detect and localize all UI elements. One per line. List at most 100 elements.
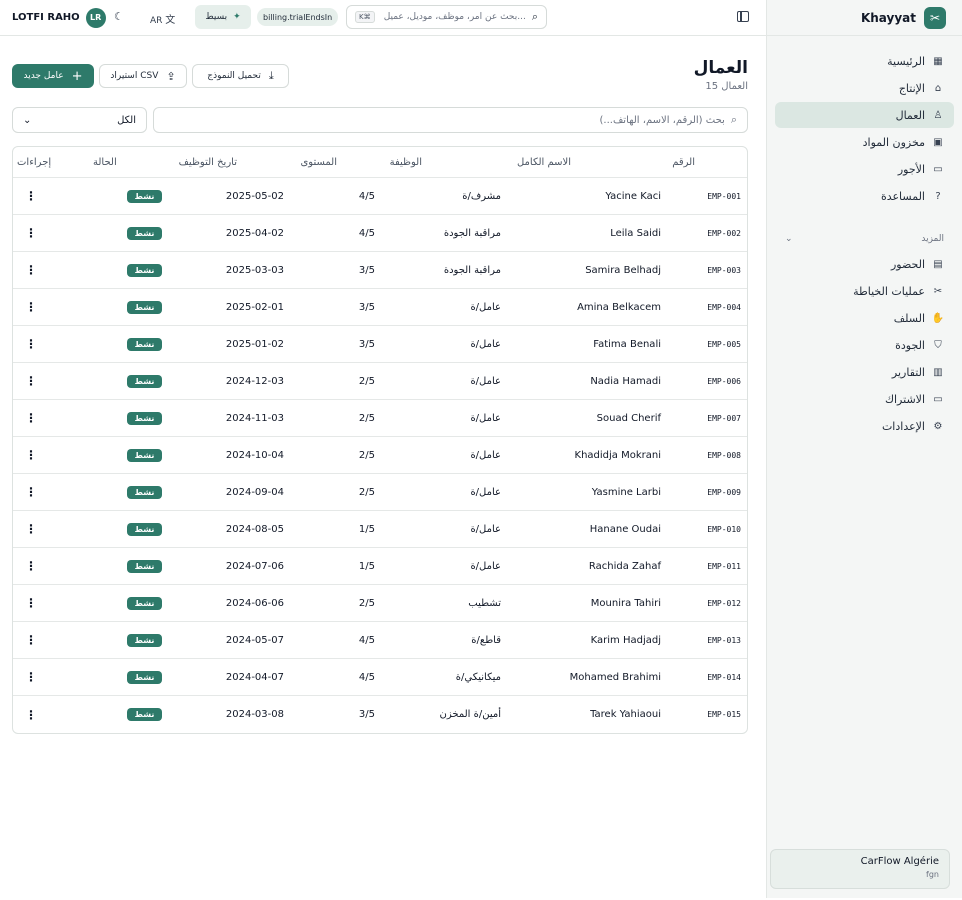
row-actions-button[interactable]: ⋮: [25, 585, 37, 621]
table-row[interactable]: EMP-012 Mounira Tahiri تشطيب 2/5 2024-06-06 ن…: [13, 585, 747, 622]
table-row[interactable]: EMP-005 Fatima Benali عامل/ة 3/5 2025-01-02 ن…: [13, 326, 747, 363]
cell-job: عامل/ة: [470, 375, 501, 387]
hand-coins-icon: ✋: [931, 312, 945, 324]
global-search[interactable]: K⌘ بحث عن أمر، موظف، موديل، عميل... ⌕: [346, 5, 547, 29]
sidebar-item[interactable]: الحضور ▤: [775, 251, 954, 277]
row-actions-button[interactable]: ⋮: [25, 252, 37, 288]
row-actions-button[interactable]: ⋮: [25, 363, 37, 399]
sidebar-item[interactable]: مخزون المواد ▣: [775, 129, 954, 155]
status-badge: نشط: [127, 522, 162, 536]
cell-hire-date: 2025-03-03: [225, 264, 284, 276]
cell-status: نشط: [127, 178, 162, 214]
table-row[interactable]: EMP-008 Khadidja Mokrani عامل/ة 2/5 2024-10-…: [13, 437, 747, 474]
cell-name: Nadia Hamadi: [590, 375, 661, 387]
table-row[interactable]: EMP-003 Samira Belhadj مراقبة الجودة 3/5 202…: [13, 252, 747, 289]
sparkles-icon: ✦: [233, 12, 241, 22]
row-actions-button[interactable]: ⋮: [25, 622, 37, 658]
table-row[interactable]: EMP-009 Yasmine Larbi عامل/ة 2/5 2024-09-04 ن…: [13, 474, 747, 511]
table-row[interactable]: EMP-004 Amina Belkacem عامل/ة 3/5 2025-02-01…: [13, 289, 747, 326]
cell-status: نشط: [127, 548, 162, 584]
cell-status: نشط: [127, 474, 162, 510]
cell-id: EMP-010: [707, 524, 741, 534]
status-badge: نشط: [127, 337, 162, 351]
table-row[interactable]: EMP-013 Karim Hadjadj قاطع/ة 4/5 2024-05-07 ن…: [13, 622, 747, 659]
language-switcher[interactable]: AR 文: [150, 11, 175, 26]
new-worker-button[interactable]: عامل جديد +: [12, 64, 94, 88]
sidebar-toggle-icon[interactable]: [737, 11, 749, 22]
sidebar-item[interactable]: الاشتراك ▭: [775, 386, 954, 412]
sidebar-item[interactable]: التقارير ▥: [775, 359, 954, 385]
row-actions-button[interactable]: ⋮: [25, 289, 37, 325]
download-template-button[interactable]: تحميل النموذج ⤓: [192, 64, 289, 88]
table-row[interactable]: EMP-014 Mohamed Brahimi ميكانيكي/ة 4/5 2024-…: [13, 659, 747, 696]
cell-id: EMP-011: [707, 561, 741, 571]
row-actions-button[interactable]: ⋮: [25, 659, 37, 695]
table-row[interactable]: EMP-007 Souad Cherif عامل/ة 2/5 2024-11-03 نش…: [13, 400, 747, 437]
more-section-toggle[interactable]: ⌄ المزيد: [767, 231, 962, 247]
user-menu[interactable]: LOTFI RAHO LR: [12, 7, 106, 28]
header-name[interactable]: الاسم الكامل: [516, 156, 571, 168]
sidebar-item[interactable]: السلف ✋: [775, 305, 954, 331]
table-row[interactable]: EMP-010 Hanane Oudai عامل/ة 1/5 2024-08-05 نش…: [13, 511, 747, 548]
sidebar-item[interactable]: الأجور ▭: [775, 156, 954, 182]
table-row[interactable]: EMP-011 Rachida Zahaf عامل/ة 1/5 2024-07-06 ن…: [13, 548, 747, 585]
sidebar-item[interactable]: الرئيسية ▦: [775, 48, 954, 74]
scissors-logo-icon: ✂: [924, 6, 946, 29]
row-actions-button[interactable]: ⋮: [25, 178, 37, 214]
more-vertical-icon: ⋮: [25, 226, 37, 240]
moon-icon[interactable]: ☾: [114, 10, 124, 23]
status-filter[interactable]: ⌄ الكل: [12, 107, 147, 133]
more-vertical-icon: ⋮: [25, 633, 37, 647]
row-actions-button[interactable]: ⋮: [25, 400, 37, 436]
organization-switcher[interactable]: CarFlow Algérie fgn: [770, 849, 950, 889]
cell-job: عامل/ة: [470, 486, 501, 498]
cell-job: عامل/ة: [470, 412, 501, 424]
cell-status: نشط: [127, 400, 162, 436]
cell-id: EMP-006: [707, 376, 741, 386]
more-vertical-icon: ⋮: [25, 596, 37, 610]
table-row[interactable]: EMP-002 Leila Saidi مراقبة الجودة 4/5 2025-0…: [13, 215, 747, 252]
cell-status: نشط: [127, 252, 162, 288]
org-sub: fgn: [926, 870, 939, 879]
sidebar-item-label: الحضور: [890, 257, 925, 271]
row-actions-button[interactable]: ⋮: [25, 326, 37, 362]
cell-hire-date: 2024-03-08: [225, 709, 284, 720]
workers-table: الرقم الاسم الكامل الوظيفة المستوى تاريخ…: [12, 146, 748, 734]
header-id[interactable]: الرقم: [672, 156, 695, 168]
table-row[interactable]: EMP-001 Yacine Kaci مشرف/ة 4/5 2025-05-02 نشط…: [13, 178, 747, 215]
sidebar-item[interactable]: الجودة ⛉: [775, 332, 954, 358]
table-row[interactable]: EMP-006 Nadia Hamadi عامل/ة 2/5 2024-12-03 نش…: [13, 363, 747, 400]
sidebar-item[interactable]: العمال ♙: [775, 102, 954, 128]
row-actions-button[interactable]: ⋮: [25, 696, 37, 733]
header-status[interactable]: الحالة: [93, 156, 117, 168]
status-badge: نشط: [127, 448, 162, 462]
sidebar-item[interactable]: عمليات الخياطة ✂: [775, 278, 954, 304]
workers-search-input[interactable]: بحث (الرقم، الاسم، الهاتف...) ⌕: [153, 107, 748, 133]
header-level[interactable]: المستوى: [300, 156, 337, 168]
plan-badge[interactable]: بسيط ✦: [195, 5, 251, 29]
more-vertical-icon: ⋮: [25, 337, 37, 351]
header-job[interactable]: الوظيفة: [389, 156, 422, 168]
sidebar-item[interactable]: المساعدة?: [775, 183, 954, 209]
more-vertical-icon: ⋮: [25, 707, 37, 722]
row-actions-button[interactable]: ⋮: [25, 215, 37, 251]
cell-level: 3/5: [358, 264, 375, 276]
import-csv-button[interactable]: استيراد CSV ⇪: [99, 64, 187, 88]
cell-id: EMP-003: [707, 265, 741, 275]
cell-level: 3/5: [358, 301, 375, 313]
cell-name: Souad Cherif: [596, 412, 661, 424]
row-actions-button[interactable]: ⋮: [25, 474, 37, 510]
upload-icon: ⇪: [166, 69, 176, 83]
brand[interactable]: Khayyat ✂: [767, 0, 962, 36]
cell-hire-date: 2024-09-04: [225, 486, 284, 498]
sidebar-item[interactable]: الإنتاج ⌂: [775, 75, 954, 101]
row-actions-button[interactable]: ⋮: [25, 548, 37, 584]
row-actions-button[interactable]: ⋮: [25, 437, 37, 473]
row-actions-button[interactable]: ⋮: [25, 511, 37, 547]
cell-hire-date: 2025-02-01: [225, 301, 284, 313]
sidebar-item-label: السلف: [893, 311, 925, 325]
table-row[interactable]: EMP-015 Tarek Yahiaoui أمين/ة المخزن 3/5 202…: [13, 696, 747, 733]
sidebar-item[interactable]: الإعدادات ⚙: [775, 413, 954, 439]
header-hire-date[interactable]: تاريخ التوظيف: [178, 156, 237, 168]
header-actions: إجراءات: [17, 156, 52, 168]
